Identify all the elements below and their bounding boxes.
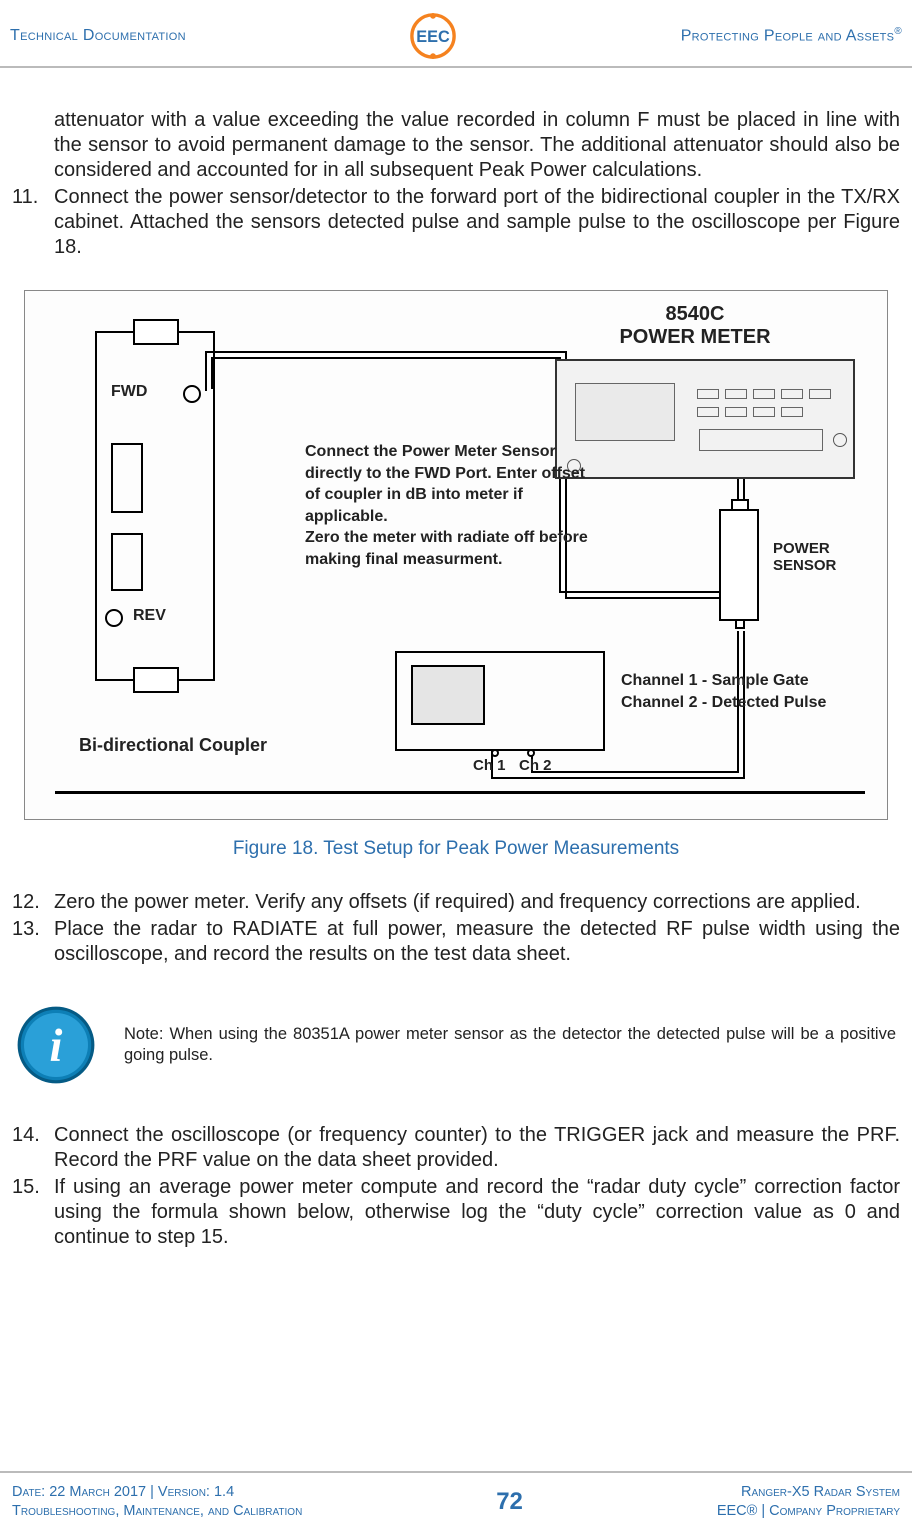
list-item-15: 15. If using an average power meter comp… [12,1175,900,1250]
info-icon: i [16,1005,96,1085]
list-num-11: 11. [12,185,54,260]
oscilloscope-box [395,651,605,751]
coupler-port-bottom [133,667,179,693]
list-body-12: Zero the power meter. Verify any offsets… [54,890,900,915]
power-sensor-label: POWER SENSOR [773,541,836,574]
note-row: i Note: When using the 80351A power mete… [12,1005,900,1085]
svg-text:i: i [50,1021,63,1072]
figure-18-diagram: FWD REV Bi-directional Coupler 8540C POW… [24,290,888,820]
page-header: Technical Documentation EEC Protecting P… [0,0,912,68]
bi-directional-label: Bi-directional Coupler [79,735,267,756]
ch2-label: Ch 2 [519,757,552,774]
coupler-port-top [133,319,179,345]
pm-screen [575,383,675,441]
eec-logo-icon: EEC [409,12,457,60]
content-area: attenuator with a value exceeding the va… [0,68,912,1250]
note-text: Note: When using the 80351A power meter … [124,1024,896,1065]
list-num-14: 14. [12,1123,54,1173]
figure-instructions: Connect the Power Meter Sensor directly … [305,441,595,571]
pm-model: 8540C [585,303,805,326]
coupler-rect-2 [111,533,143,591]
header-right-text: Protecting People and Assets® [681,26,902,45]
scope-screen [411,665,485,725]
pm-label: POWER METER [585,326,805,349]
list-item-14: 14. Connect the oscilloscope (or frequen… [12,1123,900,1173]
ch1-label: Ch 1 [473,757,506,774]
power-meter-title: 8540C POWER METER [585,303,805,349]
header-right-main: Protecting People and Assets [681,28,895,45]
header-right-sup: ® [894,26,902,37]
rev-label: REV [133,607,166,625]
page-number: 72 [496,1488,523,1516]
channel-2-text: Channel 2 - Detected Pulse [621,693,826,714]
channel-1-text: Channel 1 - Sample Gate [621,671,809,692]
logo-wrap: EEC [409,12,457,60]
continuation-paragraph: attenuator with a value exceeding the va… [54,108,900,183]
coupler-rect-1 [111,443,143,513]
footer-right: Ranger-X5 Radar System EEC® | Company Pr… [717,1483,900,1521]
list-body-15: If using an average power meter compute … [54,1175,900,1250]
svg-text:EEC: EEC [417,28,451,46]
power-sensor-box [719,509,759,621]
figure-caption: Figure 18. Test Setup for Peak Power Mea… [12,838,900,860]
list-body-13: Place the radar to RADIATE at full power… [54,917,900,967]
footer-right-line2: EEC® | Company Proprietary [717,1502,900,1521]
fwd-label: FWD [111,383,147,401]
list-num-12: 12. [12,890,54,915]
list-num-13: 13. [12,917,54,967]
page-footer: Date: 22 March 2017 | Version: 1.4 Troub… [0,1471,912,1521]
list-item-11: 11. Connect the power sensor/detector to… [12,185,900,260]
footer-right-line1: Ranger-X5 Radar System [717,1483,900,1502]
list-num-15: 15. [12,1175,54,1250]
footer-left-line2: Troubleshooting, Maintenance, and Calibr… [12,1502,302,1521]
footer-left-line1: Date: 22 March 2017 | Version: 1.4 [12,1483,302,1502]
list-item-12: 12. Zero the power meter. Verify any off… [12,890,900,915]
footer-left: Date: 22 March 2017 | Version: 1.4 Troub… [12,1483,302,1521]
coupler-knob-rev [105,609,123,627]
coupler-knob-fwd [183,385,201,403]
list-body-14: Connect the oscilloscope (or frequency c… [54,1123,900,1173]
list-body-11: Connect the power sensor/detector to the… [54,185,900,260]
power-meter-box [555,359,855,479]
header-left-text: Technical Documentation [10,27,186,45]
list-item-13: 13. Place the radar to RADIATE at full p… [12,917,900,967]
